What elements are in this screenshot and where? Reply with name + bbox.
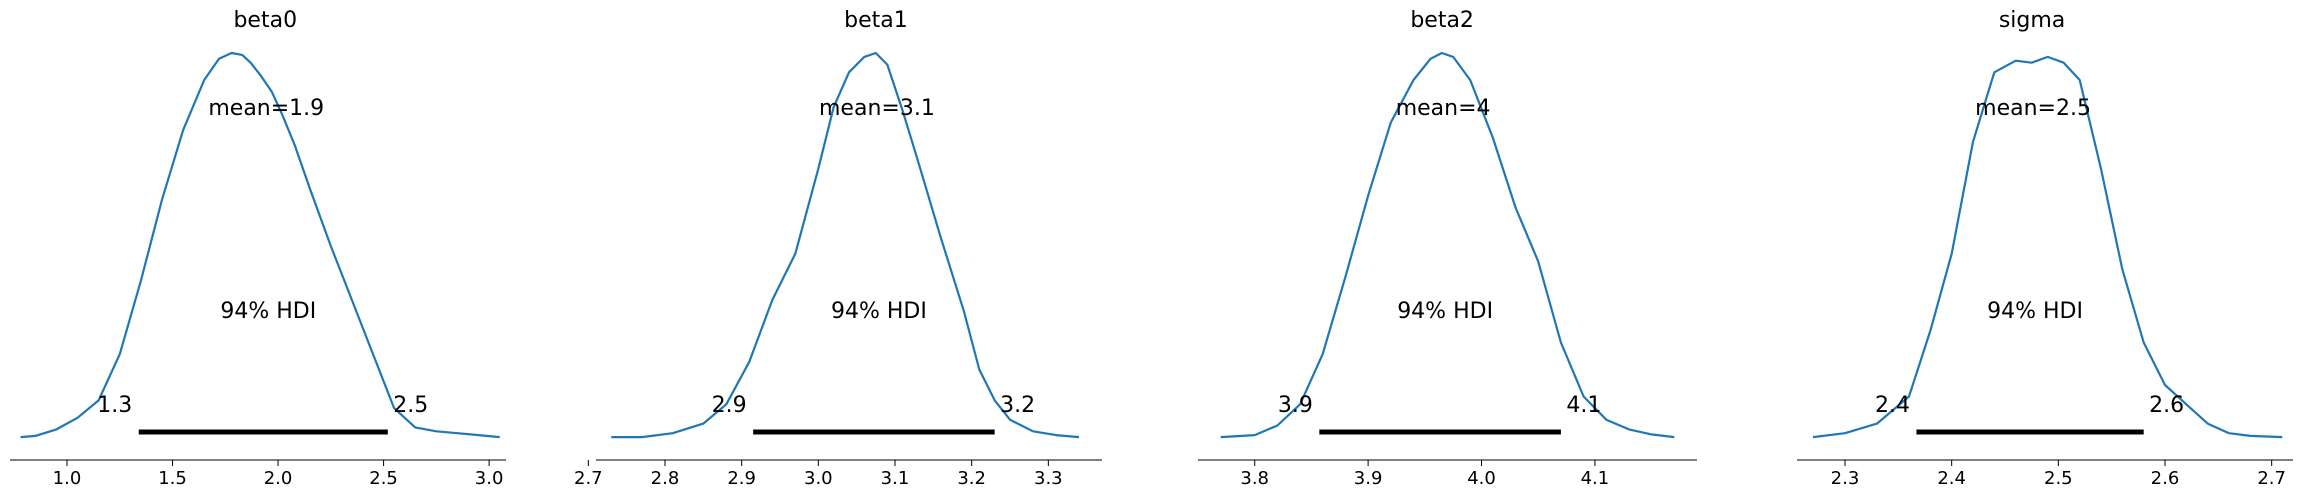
x-tick-label: 3.3 xyxy=(1034,468,1063,489)
x-tick-label: 2.4 xyxy=(1937,468,1966,489)
x-tick-label: 3.2 xyxy=(957,468,986,489)
kde-density-line xyxy=(20,51,500,439)
x-tick-label: 2.7 xyxy=(2257,468,2286,489)
x-tick-label: 4.1 xyxy=(1581,468,1610,489)
subplot-beta1: beta1 mean=3.1 94% HDI 2.9 3.2 2.7 2.8 2.9 3.0 3.… xyxy=(574,8,1102,489)
hdi-low-label: 2.4 xyxy=(1875,393,1910,418)
subplot-title: beta2 xyxy=(1410,8,1474,33)
hdi-label: 94% HDI xyxy=(1397,299,1493,324)
kde-density-line xyxy=(611,51,1080,439)
mean-label: mean=1.9 xyxy=(208,96,324,121)
subplot-beta0: beta0 mean=1.9 94% HDI 1.3 2.5 1.0 1.5 2.0 2.5 3.… xyxy=(10,8,506,489)
subplot-sigma: sigma mean=2.5 94% HDI 2.4 2.6 2.3 2.4 2.5 2.6 2.… xyxy=(1797,8,2293,489)
x-tick-label: 2.9 xyxy=(727,468,756,489)
subplot-title: sigma xyxy=(1999,8,2065,33)
x-tick-label: 1.5 xyxy=(158,468,187,489)
x-tick-label: 1.0 xyxy=(53,468,82,489)
mean-label: mean=2.5 xyxy=(1975,96,2091,121)
hdi-low-label: 1.3 xyxy=(97,393,132,418)
x-tick-label: 2.7 xyxy=(574,468,603,489)
x-tick-label: 3.1 xyxy=(881,468,910,489)
x-tick-label: 3.9 xyxy=(1354,468,1383,489)
kde-density-line xyxy=(1220,51,1675,439)
hdi-high-label: 2.6 xyxy=(2149,393,2184,418)
x-tick-label: 3.0 xyxy=(475,468,504,489)
mean-label: mean=4 xyxy=(1396,96,1491,121)
x-tick-label: 2.8 xyxy=(651,468,680,489)
x-tick-label: 2.5 xyxy=(369,468,398,489)
hdi-high-label: 3.2 xyxy=(1000,393,1035,418)
hdi-label: 94% HDI xyxy=(1987,299,2083,324)
x-tick-label: 3.0 xyxy=(804,468,833,489)
x-tick-label: 2.0 xyxy=(264,468,293,489)
hdi-high-label: 4.1 xyxy=(1566,393,1601,418)
kde-density-line xyxy=(1812,55,2283,439)
x-tick-label: 2.3 xyxy=(1831,468,1860,489)
subplot-beta2: beta2 mean=4 94% HDI 3.9 4.1 3.8 3.9 4.0 4.1 xyxy=(1198,8,1697,489)
hdi-low-label: 3.9 xyxy=(1278,393,1313,418)
hdi-low-label: 2.9 xyxy=(712,393,747,418)
x-tick-label: 4.0 xyxy=(1467,468,1496,489)
subplot-title: beta1 xyxy=(844,8,908,33)
mean-label: mean=3.1 xyxy=(819,96,935,121)
x-tick-label: 3.8 xyxy=(1240,468,1269,489)
subplot-title: beta0 xyxy=(233,8,297,33)
hdi-label: 94% HDI xyxy=(220,299,316,324)
x-tick-label: 2.5 xyxy=(2044,468,2073,489)
hdi-label: 94% HDI xyxy=(831,299,927,324)
x-tick-label: 2.6 xyxy=(2151,468,2180,489)
hdi-high-label: 2.5 xyxy=(393,393,428,418)
